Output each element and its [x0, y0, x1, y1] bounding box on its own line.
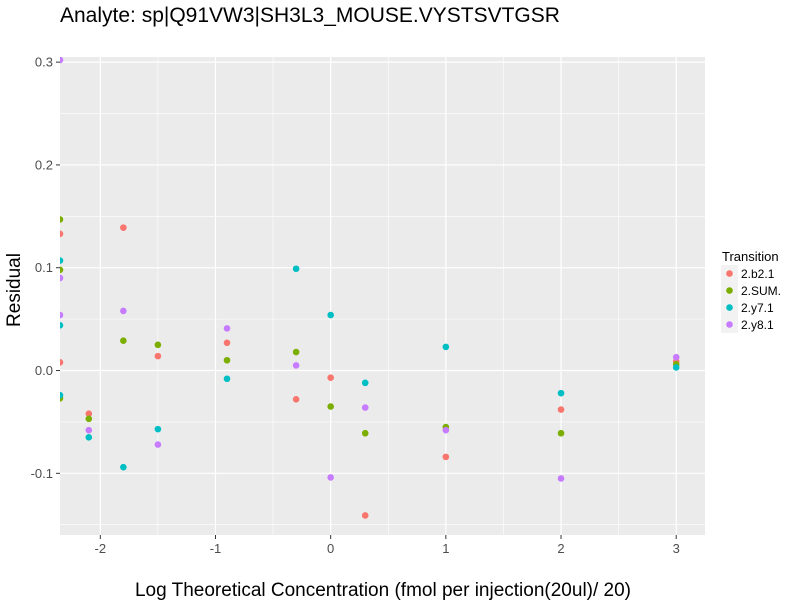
data-point: [672, 364, 680, 371]
data-point: [361, 429, 369, 437]
x-tick-label: 2: [557, 541, 564, 556]
data-point: [85, 426, 93, 434]
data-point: [292, 265, 300, 273]
chart-title: Analyte: sp|Q91VW3|SH3L3_MOUSE.VYSTSVTGS…: [60, 4, 560, 27]
legend-title: Transition: [722, 249, 779, 264]
data-point: [120, 463, 127, 471]
data-point: [154, 441, 162, 448]
data-point: [557, 389, 565, 397]
data-point: [85, 415, 93, 423]
data-point: [60, 359, 64, 366]
data-point: [60, 266, 64, 274]
x-tick-label: -1: [210, 541, 222, 556]
data-point: [60, 391, 64, 399]
data-point: [60, 321, 64, 329]
data-points: [60, 57, 680, 519]
legend-key-dot: [726, 321, 733, 328]
x-tick-label: -2: [95, 541, 107, 556]
data-point: [60, 230, 64, 238]
y-tick-label: -0.1: [31, 466, 53, 481]
data-point: [327, 474, 334, 481]
data-point: [361, 512, 369, 519]
data-point: [60, 274, 64, 282]
data-point: [292, 396, 300, 403]
y-tick-label: 0.3: [35, 55, 53, 70]
data-point: [327, 374, 334, 382]
legend-label: 2.y8.1: [741, 318, 774, 332]
legend-label: 2.y7.1: [741, 301, 774, 315]
data-point: [327, 403, 334, 410]
y-tick-label: 0.1: [35, 260, 53, 275]
minor-gridlines: [60, 57, 705, 535]
legend-key-dot: [726, 304, 733, 311]
x-tick-label: 3: [673, 541, 680, 556]
data-point: [327, 311, 334, 319]
plot-panel: [60, 57, 705, 535]
y-tick-label: 0.0: [35, 363, 53, 378]
data-point: [223, 356, 231, 364]
x-axis: -2 -1 0 1 2 3: [95, 535, 680, 556]
data-point: [223, 339, 231, 347]
data-point: [292, 348, 300, 356]
data-point: [60, 257, 64, 264]
y-axis: -0.1 0.0 0.1 0.2 0.3: [31, 55, 60, 481]
data-point: [442, 426, 450, 434]
x-tick-label: 0: [327, 541, 334, 556]
y-axis-title: Residual: [4, 253, 25, 327]
data-point: [672, 353, 680, 361]
data-point: [361, 404, 369, 411]
x-tick-label: 1: [442, 541, 449, 556]
legend: Transition 2.b2.1 2.SUM. 2.y7.1 2.y8.1: [721, 249, 781, 333]
data-point: [154, 352, 162, 360]
legend-key-dot: [726, 270, 733, 277]
legend-label: 2.SUM.: [741, 284, 781, 298]
data-point: [120, 337, 127, 345]
data-point: [292, 362, 300, 369]
data-point: [85, 434, 93, 441]
data-point: [60, 216, 64, 223]
data-point: [154, 341, 162, 349]
data-point: [557, 406, 565, 413]
data-point: [85, 410, 93, 418]
legend-key-dot: [726, 287, 733, 294]
data-point: [557, 475, 565, 482]
x-axis-title: Log Theoretical Concentration (fmol per …: [135, 580, 631, 600]
y-tick-label: 0.2: [35, 157, 53, 172]
data-point: [154, 425, 162, 433]
data-point: [60, 311, 64, 319]
data-point: [557, 429, 565, 437]
data-point: [361, 379, 369, 387]
data-point: [120, 307, 127, 315]
data-point: [223, 375, 231, 383]
data-point: [223, 325, 231, 332]
data-point: [442, 343, 450, 351]
legend-label: 2.b2.1: [741, 267, 775, 281]
data-point: [60, 57, 64, 64]
data-point: [120, 224, 127, 231]
data-point: [442, 453, 450, 461]
